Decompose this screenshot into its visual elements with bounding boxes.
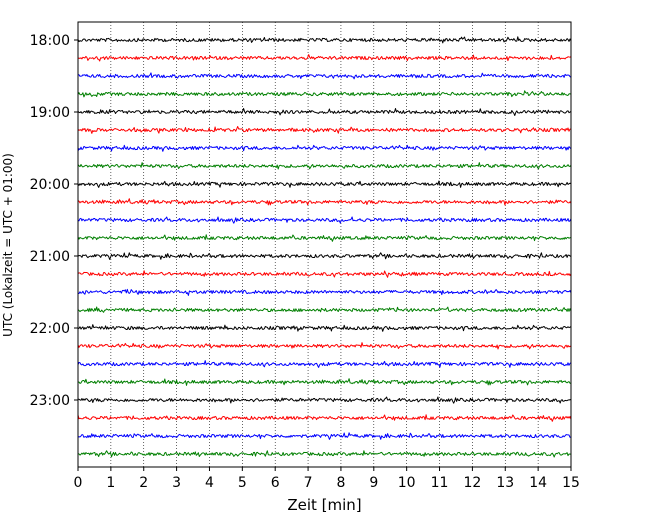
trace-row (77, 216, 572, 224)
trace-row (77, 54, 572, 62)
x-tick-label: 13 (496, 475, 514, 491)
x-tick-label: 5 (238, 475, 247, 491)
trace-row (77, 162, 572, 170)
trace-row (77, 144, 572, 152)
x-tick-label: 9 (369, 475, 378, 491)
x-axis-ticks: 0 1 2 3 4 5 6 7 8 9 10 11 12 13 14 15 (74, 467, 580, 491)
y-tick-label: 22:00 (30, 321, 70, 337)
trace-row (77, 252, 572, 260)
x-tick-label: 4 (205, 475, 214, 491)
plot-frame (77, 21, 572, 468)
trace-row (77, 378, 572, 386)
traces (77, 36, 572, 458)
x-tick-label: 7 (304, 475, 313, 491)
trace-row (77, 198, 572, 206)
x-tick-label: 14 (529, 475, 547, 491)
x-axis-label: Zeit [min] (287, 496, 361, 514)
trace-row (77, 450, 572, 458)
trace-row (77, 234, 572, 242)
trace-row (77, 396, 572, 404)
y-tick-label: 18:00 (30, 33, 70, 49)
x-tick-label: 11 (431, 475, 449, 491)
y-axis-ticks: 18:00 19:00 20:00 21:00 22:00 23:00 (30, 33, 78, 409)
y-tick-label: 23:00 (30, 393, 70, 409)
trace-row (77, 432, 572, 440)
x-tick-label: 10 (398, 475, 416, 491)
y-axis-label: UTC (Lokalzeit = UTC + 01:00) (1, 153, 15, 337)
x-tick-label: 2 (139, 475, 148, 491)
trace-row (78, 72, 572, 80)
x-tick-label: 1 (106, 475, 115, 491)
trace-row (77, 414, 572, 422)
trace-row (77, 270, 572, 278)
x-tick-label: 3 (172, 475, 181, 491)
trace-row (77, 36, 572, 44)
trace-row (77, 288, 572, 296)
trace-row (77, 90, 572, 98)
x-tick-label: 15 (562, 475, 580, 491)
trace-row (78, 324, 572, 332)
x-tick-label: 0 (74, 475, 83, 491)
x-tick-label: 8 (336, 475, 345, 491)
trace-row (77, 180, 572, 188)
x-tick-label: 6 (271, 475, 280, 491)
grid (110, 22, 539, 467)
trace-row (77, 108, 572, 116)
y-tick-label: 19:00 (30, 105, 70, 121)
x-tick-label: 12 (463, 475, 481, 491)
trace-row (77, 360, 572, 368)
trace-row (77, 126, 572, 134)
y-tick-label: 21:00 (30, 249, 70, 265)
trace-row (77, 306, 572, 313)
y-tick-label: 20:00 (30, 177, 70, 193)
trace-row (77, 342, 572, 350)
